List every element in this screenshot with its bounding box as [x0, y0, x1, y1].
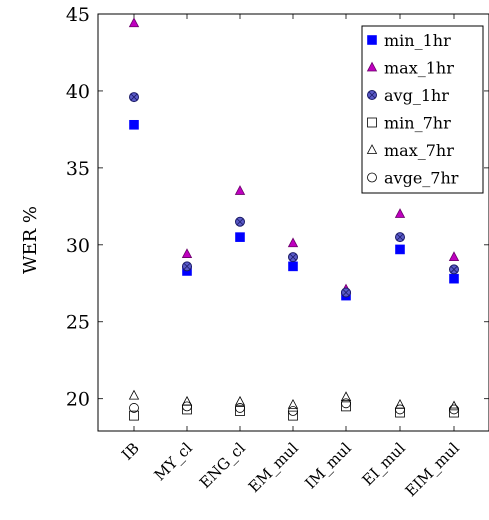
data-point — [341, 287, 351, 298]
x-tick-label: EIM_mul — [402, 439, 463, 500]
data-point — [395, 404, 405, 415]
data-point — [341, 401, 351, 412]
marker-hatch — [236, 218, 244, 226]
legend-label: min_7hr — [384, 114, 451, 133]
legend-marker — [367, 117, 377, 128]
legend-marker — [367, 35, 377, 45]
series-avge-7hr — [129, 398, 459, 416]
y-tick-label: 25 — [66, 312, 90, 334]
y-tick-label: 30 — [66, 235, 90, 257]
legend-marker — [366, 61, 378, 72]
data-point — [235, 406, 245, 416]
marker-hatch — [450, 266, 458, 273]
data-point — [449, 264, 459, 275]
data-point — [288, 410, 298, 421]
legend-label: max_7hr — [384, 141, 454, 160]
x-tick-label: EI_mul — [359, 439, 409, 489]
legend-marker — [367, 90, 377, 100]
data-point — [234, 185, 246, 195]
data-point — [287, 237, 299, 248]
data-point — [449, 404, 459, 415]
x-tick-label: EM_mul — [245, 439, 302, 496]
x-tick-label: ENG_cl — [196, 439, 249, 492]
series-min-7hr — [129, 401, 459, 421]
data-point — [129, 119, 139, 130]
x-tick-label: IM_mul — [301, 439, 355, 493]
data-point — [129, 410, 139, 421]
legend-marker — [366, 144, 378, 154]
x-tick-label: IB — [118, 439, 143, 464]
data-point — [129, 92, 139, 103]
data-point — [129, 403, 139, 413]
data-point — [395, 232, 405, 243]
plot-frame — [97, 13, 489, 432]
data-point — [181, 395, 193, 406]
data-point — [288, 261, 298, 272]
y-axis-label: WER % — [20, 206, 41, 274]
data-point — [181, 248, 193, 258]
data-point — [182, 261, 192, 272]
legend-marker — [367, 172, 377, 183]
data-markers — [128, 17, 460, 421]
data-point — [395, 244, 405, 255]
data-point — [341, 398, 351, 409]
marker-hatch — [183, 263, 191, 270]
marker-hatch — [289, 253, 297, 261]
y-axis: 20 25 30 35 40 45 — [66, 4, 489, 411]
data-point — [182, 401, 192, 412]
legend-label: max_1hr — [384, 59, 454, 78]
legend-box — [361, 25, 484, 194]
series-avg-1hr — [129, 92, 459, 298]
marker-hatch — [396, 233, 404, 241]
data-point — [128, 389, 140, 400]
x-tick-label: MY_cl — [151, 439, 196, 484]
y-tick-label: 20 — [66, 389, 90, 411]
data-point — [288, 252, 298, 263]
y-tick-label: 45 — [66, 4, 90, 26]
data-point — [448, 251, 460, 262]
data-point — [234, 395, 246, 406]
data-point — [287, 398, 299, 409]
data-point — [235, 216, 245, 227]
marker-hatch — [130, 93, 138, 101]
data-point — [449, 273, 459, 284]
data-point — [288, 406, 298, 416]
data-point — [448, 400, 460, 411]
y-tick-label: 35 — [66, 158, 90, 180]
legend-label: avg_1hr — [384, 86, 449, 105]
legend-label: min_1hr — [384, 31, 451, 50]
data-point — [128, 17, 140, 28]
data-point — [449, 407, 459, 418]
legend-label: avge_7hr — [384, 169, 459, 188]
data-point — [340, 391, 352, 402]
y-tick-label: 40 — [66, 81, 90, 103]
legend: min_1hr max_1hr avg_1hr min_7hr max_7hr avge_… — [361, 25, 484, 194]
marker-hatch — [368, 91, 376, 99]
marker-hatch — [342, 289, 350, 296]
data-point — [394, 208, 406, 218]
data-point — [394, 398, 406, 409]
data-point — [235, 403, 245, 413]
data-point — [235, 232, 245, 242]
